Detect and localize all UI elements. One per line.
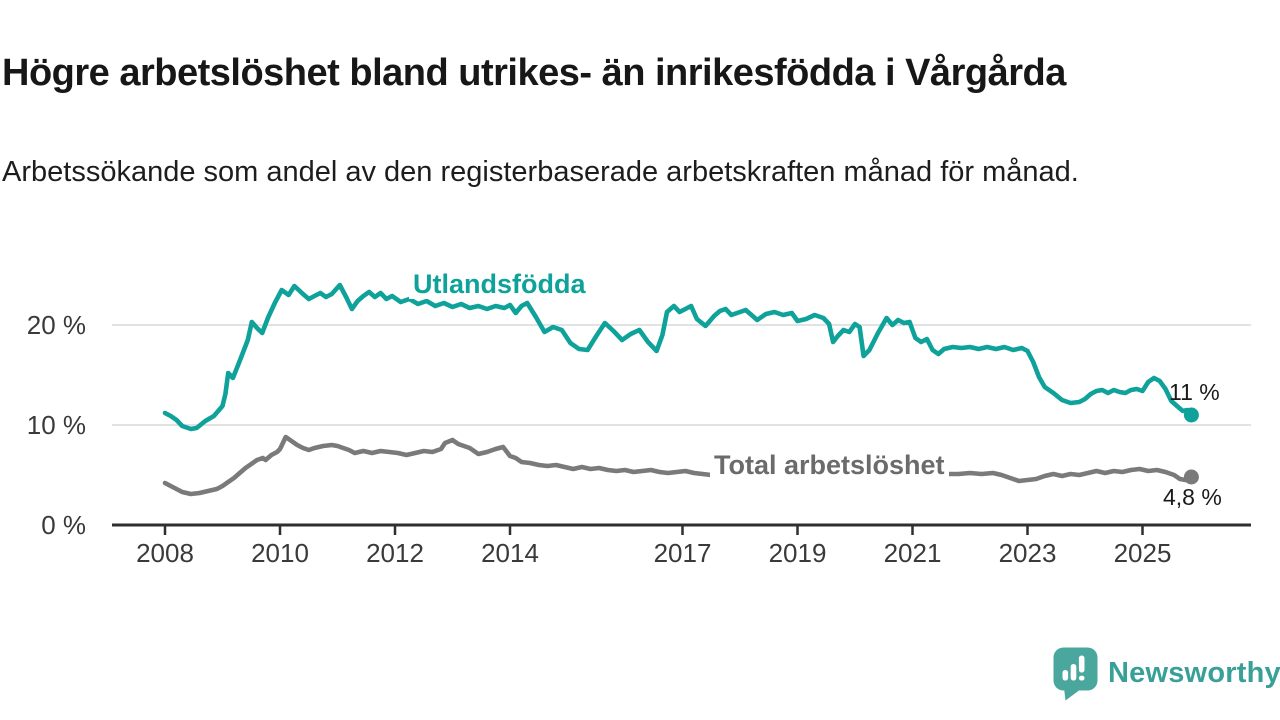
end-value-total-arbetsloshet: 4,8 % <box>1163 484 1222 510</box>
total-arbetsloshet-end-dot <box>1183 469 1199 485</box>
series-label-total-arbetsloshet: Total arbetslöshet <box>710 450 949 481</box>
y-tick-label: 10 % <box>27 410 86 440</box>
y-tick-label: 20 % <box>27 310 86 340</box>
newsworthy-logo[interactable]: Newsworthy <box>1052 646 1280 701</box>
newsworthy-speech-bubble-bar-chart-icon <box>1053 647 1098 701</box>
x-tick-label: 2025 <box>1114 538 1172 568</box>
x-tick-label: 2010 <box>251 538 309 568</box>
utlandsfodda-end-dot <box>1183 407 1199 423</box>
x-tick-label: 2021 <box>884 538 942 568</box>
utlandsfodda-line <box>162 282 1194 432</box>
x-tick-label: 2008 <box>136 538 194 568</box>
page-title: Högre arbetslöshet bland utrikes- än inr… <box>2 52 1066 95</box>
x-tick-label: 2014 <box>481 538 539 568</box>
newsworthy-wordmark: Newsworthy <box>1108 657 1280 689</box>
page-subtitle: Arbetssökande som andel av den registerb… <box>2 156 1079 188</box>
x-tick-label: 2023 <box>999 538 1057 568</box>
x-tick-label: 2012 <box>366 538 424 568</box>
series-label-utlandsfodda: Utlandsfödda <box>409 269 590 300</box>
x-tick-label: 2017 <box>654 538 712 568</box>
total-arbetsloshet-line <box>162 434 1194 497</box>
x-tick-label: 2019 <box>769 538 827 568</box>
end-value-utlandsfodda: 11 % <box>1169 379 1220 405</box>
y-tick-label: 0 % <box>41 510 86 540</box>
